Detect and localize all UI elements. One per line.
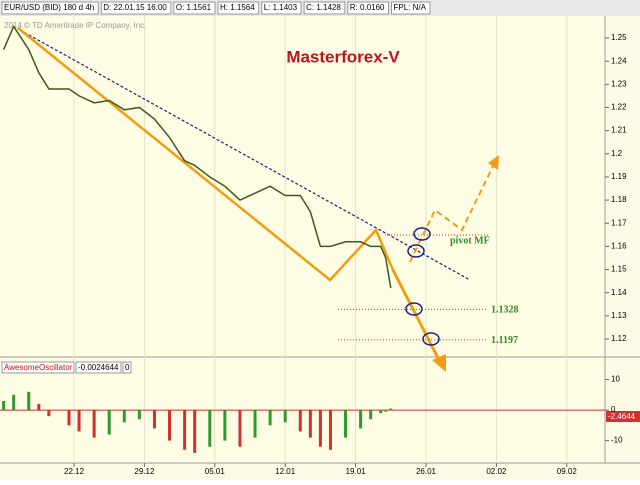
- header-box: [100, 1, 172, 15]
- y-tick-label: 1.2: [611, 149, 623, 158]
- x-tick-label: 22.12: [64, 467, 85, 476]
- osc-param-box: [122, 361, 132, 374]
- osc-bar: [308, 410, 312, 438]
- header-field: L: 1.1403: [264, 3, 298, 12]
- osc-bar: [77, 410, 81, 432]
- header-box: [303, 1, 346, 15]
- osc-bar: [318, 410, 322, 447]
- header-box: [347, 1, 389, 15]
- header-field: FPL: N/A: [394, 3, 427, 12]
- osc-bar: [238, 410, 242, 447]
- y-tick-label: 1.18: [611, 195, 627, 204]
- osc-bar: [37, 404, 41, 411]
- osc-bar: [359, 410, 363, 429]
- osc-bar: [384, 410, 388, 412]
- y-tick-label: 1.22: [611, 103, 627, 112]
- price-pane: [0, 16, 605, 356]
- osc-bar: [12, 394, 16, 411]
- osc-bar: [107, 410, 111, 435]
- x-tick-label: 19.01: [346, 467, 367, 476]
- y-tick-label: 1.15: [611, 265, 627, 274]
- osc-bar: [122, 410, 126, 423]
- osc-bar: [298, 410, 302, 432]
- osc-bar: [168, 410, 172, 441]
- header-field: EUR/USD (BID) 180 d 4h: [4, 3, 94, 12]
- trend-line: [19, 29, 471, 281]
- header-box: [217, 1, 260, 15]
- osc-bar: [152, 410, 156, 429]
- osc-bar: [47, 410, 51, 417]
- osc-bar: [389, 408, 393, 411]
- circle: [422, 332, 440, 346]
- osc-readout: -0.0024644: [78, 363, 119, 372]
- x-tick-label: 26.01: [416, 467, 437, 476]
- osc-bar: [369, 410, 373, 420]
- osc-bar: [137, 410, 141, 420]
- arrow: [391, 269, 442, 363]
- osc-bar: [223, 410, 227, 441]
- x-tick-label: 02.02: [486, 467, 507, 476]
- header-box: [391, 1, 431, 15]
- y-tick-label: 1.13: [611, 311, 627, 320]
- watermark: 2014 © TD Ameritrade IP Company, Inc.: [4, 21, 146, 30]
- y-tick-label: 1.14: [611, 288, 627, 297]
- y-tick-label: 1.16: [611, 242, 627, 251]
- header-field: D: 22.01.15 16:00: [103, 3, 167, 12]
- header-field: C: 1.1428: [306, 3, 341, 12]
- y-tick-label: 1.23: [611, 79, 627, 88]
- osc-bar: [208, 410, 212, 447]
- circle: [413, 227, 431, 241]
- osc-header-box: [1, 361, 75, 374]
- y-tick-label: 1.19: [611, 172, 627, 181]
- osc-bar: [379, 410, 383, 414]
- x-tick-label: 12.01: [275, 467, 296, 476]
- y-tick-label: 1.12: [611, 334, 627, 343]
- y-tick-label: 0: [611, 405, 616, 414]
- price-line: [2, 24, 392, 289]
- y-tick-label: 1.21: [611, 126, 627, 135]
- level-label: 1.1328: [491, 305, 519, 316]
- header-field: H: 1.1564: [220, 3, 255, 12]
- osc-bar: [283, 410, 287, 423]
- wave-line: [17, 27, 395, 282]
- osc-bar: [328, 410, 332, 450]
- header-box: [261, 1, 302, 15]
- osc-title: AwesomeOscillator: [4, 363, 73, 372]
- header-field: O: 1.1561: [176, 3, 212, 12]
- y-tick-label: -10: [611, 436, 623, 445]
- osc-bar: [27, 391, 31, 411]
- x-tick-label: 29.12: [134, 467, 155, 476]
- osc-bar: [268, 410, 272, 426]
- arrow-head: [488, 155, 499, 170]
- header: EUR/USD (BID) 180 d 4h D: 22.01.15 16:00 O…: [1, 1, 431, 15]
- last-value-box: [606, 411, 640, 422]
- chart-title: Masterforex-V: [286, 47, 400, 66]
- y-tick-label: 10: [611, 375, 620, 384]
- x-tick-label: 09.02: [557, 467, 578, 476]
- osc-bar: [183, 410, 187, 450]
- osc-bar: [2, 400, 6, 411]
- osc-bar: [193, 410, 197, 453]
- osc-bar: [253, 410, 257, 438]
- arrow-head: [432, 354, 446, 372]
- pivot-label: pivot MF: [450, 235, 490, 246]
- circle: [407, 244, 425, 258]
- level-label: 1.1197: [491, 335, 518, 346]
- osc-bar: [92, 410, 96, 438]
- y-tick-label: 1.17: [611, 218, 627, 227]
- osc-bar: [344, 410, 348, 438]
- x-tick-label: 05.01: [205, 467, 226, 476]
- header-box: [173, 1, 216, 15]
- osc-param: 0: [125, 363, 130, 372]
- osc-readout-box: [75, 361, 122, 374]
- osc-bar: [67, 410, 71, 426]
- header-field: R: 0.0160: [350, 3, 385, 12]
- header-box: [1, 1, 99, 15]
- last-value: -2.4644: [608, 412, 636, 421]
- y-tick-label: 1.25: [611, 33, 627, 42]
- forecast-line: [409, 161, 496, 263]
- y-tick-label: 1.24: [611, 56, 627, 65]
